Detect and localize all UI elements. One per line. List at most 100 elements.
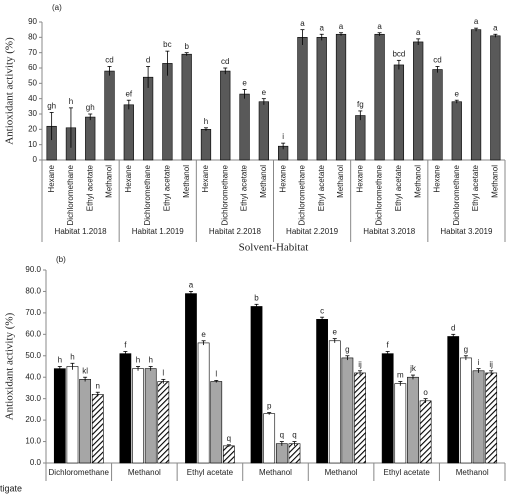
significance-letter: f (124, 341, 127, 350)
x-tick-label: Hexane (47, 164, 56, 192)
bar (181, 53, 192, 161)
bar (250, 306, 263, 464)
x-tick-label: Ethyl acetate (471, 164, 480, 211)
significance-letter: fg (357, 100, 364, 109)
bar (393, 64, 405, 161)
bar (85, 116, 96, 161)
y-tick-label: 10.0 (25, 437, 41, 446)
significance-letter: p (267, 402, 272, 411)
y-axis-title: Antioxidant activity (%) (4, 37, 16, 145)
significance-letter: b (254, 293, 259, 302)
y-tick-label: 80.0 (25, 287, 41, 296)
significance-letter: bcd (392, 49, 405, 58)
significance-letter: c (320, 306, 324, 315)
bar (197, 342, 210, 464)
bar (220, 70, 231, 161)
y-tick-label: 40 (28, 94, 37, 103)
significance-letter: cd (433, 56, 441, 65)
group-label: Habitat 1.2018 (55, 227, 108, 236)
bar (419, 400, 432, 464)
y-tick-label: 30.0 (25, 394, 41, 403)
x-tick-label: Dichloromethane (452, 164, 461, 225)
bar (223, 445, 235, 464)
significance-letter: e (333, 328, 338, 337)
bar (374, 33, 385, 161)
bar (451, 101, 462, 161)
significance-letter: l (162, 368, 164, 377)
significance-letter: e (455, 89, 460, 98)
x-tick-label: Methanol (105, 165, 114, 198)
significance-letter: a (189, 281, 194, 290)
bar (288, 443, 301, 464)
x-tick-label: Hexane (355, 164, 364, 192)
significance-letter: kl (82, 366, 88, 375)
bar (119, 353, 132, 464)
x-tick-label: Methanol (128, 468, 161, 477)
significance-letter: gh (86, 103, 95, 112)
panel-label: (b) (56, 255, 66, 264)
bar (53, 368, 66, 464)
significance-letter: d (146, 56, 150, 65)
bar (460, 357, 472, 464)
significance-letter: m (397, 371, 404, 380)
significance-letter: bc (163, 40, 171, 49)
x-tick-label: Dichloromethane (298, 164, 307, 225)
significance-letter: a (416, 28, 421, 37)
y-tick-label: 90.0 (25, 265, 41, 274)
y-tick-label: 60.0 (25, 329, 41, 338)
x-axis-title: Solvent-Habitat (239, 242, 309, 254)
significance-letter: gh (47, 102, 56, 111)
x-tick-label: Ethyl acetate (240, 164, 249, 211)
significance-letter: cd (221, 57, 229, 66)
significance-letter: b (184, 42, 189, 51)
panel-label: (a) (52, 3, 62, 12)
x-tick-label: Dichloromethane (66, 164, 75, 225)
bar (472, 370, 485, 464)
significance-letter: ij (489, 360, 493, 369)
bar (297, 37, 308, 161)
significance-letter: l (215, 370, 217, 379)
x-tick-label: Dichloromethane (143, 164, 152, 225)
bar (355, 115, 366, 161)
bar (157, 381, 170, 464)
x-tick-label: Ethyl acetate (187, 468, 234, 477)
bar (485, 372, 498, 464)
footer-text: tigate (0, 483, 22, 493)
significance-letter: a (300, 19, 305, 28)
x-tick-label: Dichloromethane (375, 164, 384, 225)
significance-letter: a (320, 23, 325, 32)
group-label: Habitat 2.2018 (209, 227, 262, 236)
significance-letter: a (377, 22, 382, 31)
significance-letter: h (58, 356, 62, 365)
bar (162, 63, 173, 161)
significance-letter: h (70, 352, 74, 361)
significance-letter: o (423, 388, 428, 397)
y-tick-label: 0 (33, 155, 38, 164)
bar (142, 76, 154, 161)
x-tick-label: Hexane (124, 164, 133, 192)
significance-letter: cd (105, 56, 113, 65)
bar (144, 368, 157, 464)
y-tick-label: 90 (28, 17, 37, 26)
x-tick-label: Methanol (413, 165, 422, 198)
group-label: Habitat 3.2019 (440, 227, 493, 236)
bar (328, 340, 341, 464)
y-tick-label: 50 (28, 78, 37, 87)
significance-letter: ij (358, 360, 362, 369)
significance-letter: n (96, 381, 100, 390)
significance-letter: f (387, 341, 390, 350)
bar (413, 41, 424, 161)
significance-letter: e (201, 330, 206, 339)
significance-letter: g (464, 345, 468, 354)
bar (123, 104, 134, 161)
bar (381, 353, 394, 464)
bar (79, 379, 91, 464)
y-tick-label: 30 (28, 109, 37, 118)
bar (185, 293, 197, 464)
x-tick-label: Ethyl acetate (394, 164, 403, 211)
y-tick-label: 70 (28, 48, 37, 57)
bar (432, 69, 443, 161)
x-tick-label: Methanol (490, 165, 499, 198)
significance-letter: e (242, 79, 247, 88)
x-tick-label: Methanol (456, 468, 489, 477)
